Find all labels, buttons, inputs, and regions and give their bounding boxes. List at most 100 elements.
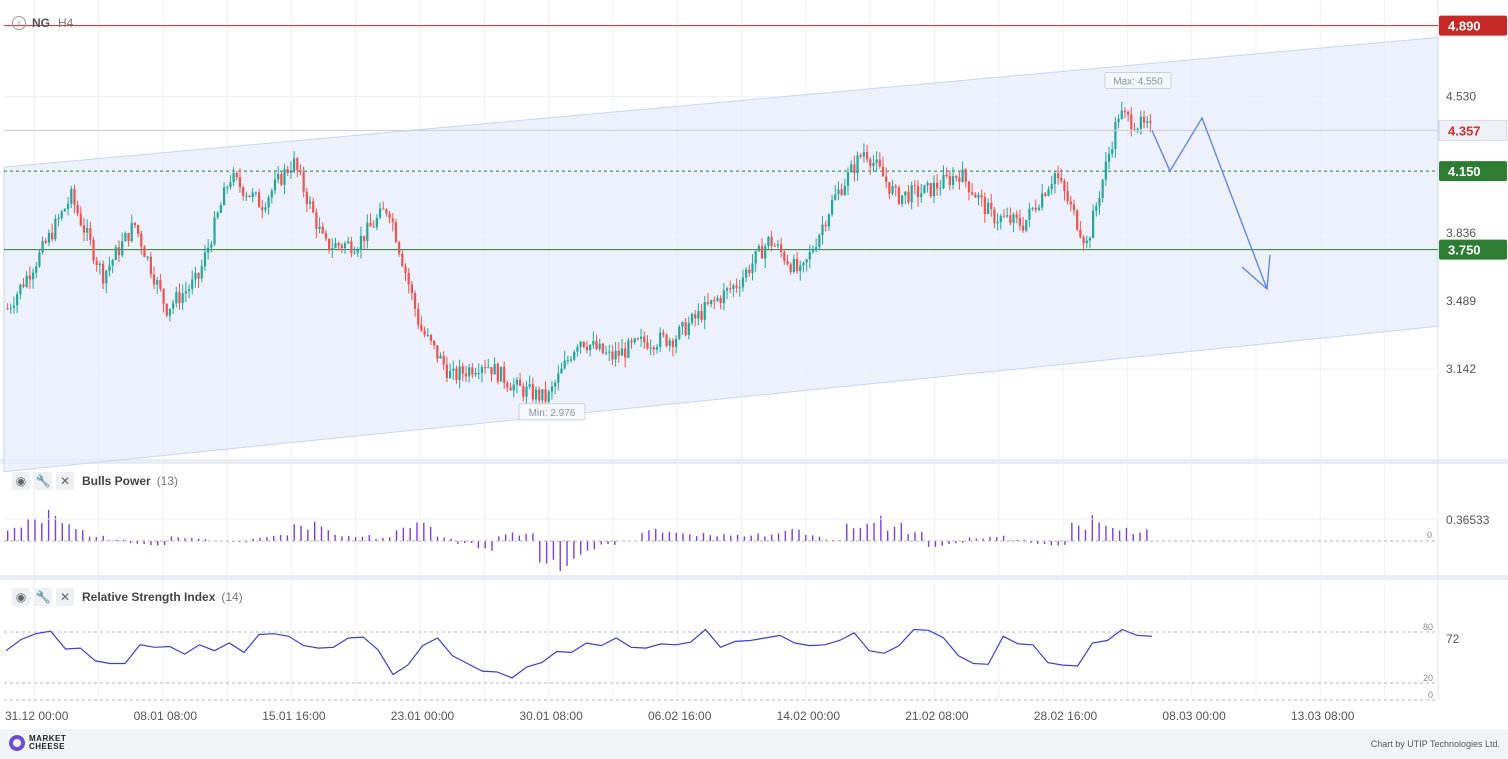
candle[interactable] [162, 288, 165, 313]
candle[interactable] [191, 270, 194, 295]
candle[interactable] [89, 221, 92, 246]
candle[interactable] [480, 364, 484, 383]
candle[interactable] [1076, 209, 1079, 232]
candle[interactable] [238, 168, 242, 193]
candle[interactable] [439, 352, 442, 359]
candle[interactable] [846, 167, 850, 196]
candle[interactable] [1025, 219, 1028, 233]
candle[interactable] [996, 213, 999, 231]
candle[interactable] [595, 334, 598, 351]
candle[interactable] [780, 237, 783, 258]
candle[interactable] [1079, 220, 1082, 239]
candle[interactable] [843, 178, 846, 197]
candle[interactable] [429, 333, 433, 346]
candle[interactable] [420, 316, 423, 332]
candle[interactable] [703, 295, 706, 330]
candle[interactable] [550, 380, 554, 400]
eye-icon[interactable]: ◉ [12, 472, 30, 490]
candle[interactable] [598, 338, 601, 352]
candle[interactable] [932, 175, 936, 204]
candle[interactable] [560, 362, 563, 374]
candle[interactable] [280, 171, 283, 187]
candle[interactable] [802, 261, 805, 273]
candle[interactable] [159, 273, 162, 292]
candle[interactable] [792, 254, 795, 274]
candle[interactable] [767, 235, 770, 250]
candle[interactable] [487, 358, 490, 369]
candle[interactable] [1063, 178, 1066, 201]
candle[interactable] [805, 258, 808, 272]
candle[interactable] [1117, 114, 1120, 129]
candle[interactable] [219, 202, 222, 214]
candle[interactable] [528, 375, 531, 389]
candle[interactable] [235, 171, 238, 181]
candle[interactable] [1114, 116, 1117, 158]
candle[interactable] [38, 249, 41, 268]
candle[interactable] [869, 156, 872, 175]
candle[interactable] [385, 208, 388, 217]
candle[interactable] [875, 151, 878, 172]
candle[interactable] [859, 152, 862, 159]
candle[interactable] [678, 324, 681, 341]
candle[interactable] [114, 244, 117, 261]
candle[interactable] [518, 372, 522, 387]
candle[interactable] [811, 245, 815, 255]
candle[interactable] [961, 161, 964, 183]
candle[interactable] [343, 241, 347, 254]
candle[interactable] [850, 160, 853, 173]
candle[interactable] [92, 236, 95, 265]
candle[interactable] [942, 165, 945, 190]
candle[interactable] [382, 201, 385, 210]
candle[interactable] [66, 197, 70, 216]
candle[interactable] [1060, 168, 1063, 184]
candle[interactable] [407, 268, 410, 294]
candle[interactable] [168, 308, 172, 322]
candle[interactable] [79, 206, 82, 227]
candle[interactable] [442, 351, 445, 370]
candle[interactable] [210, 240, 213, 253]
candle[interactable] [426, 328, 429, 338]
candle[interactable] [31, 268, 35, 289]
candle[interactable] [413, 290, 417, 317]
candle[interactable] [639, 328, 643, 347]
candle[interactable] [331, 238, 334, 259]
candle[interactable] [668, 337, 671, 352]
candle[interactable] [1107, 146, 1111, 170]
candle[interactable] [146, 255, 149, 261]
candle[interactable] [620, 338, 624, 356]
candle[interactable] [888, 182, 891, 200]
candle[interactable] [452, 360, 455, 380]
timeframe-label[interactable]: H4 [58, 16, 74, 30]
candle[interactable] [541, 389, 544, 404]
candle[interactable] [885, 167, 888, 189]
candle[interactable] [830, 194, 834, 217]
candle[interactable] [458, 359, 461, 389]
candle[interactable] [417, 302, 420, 330]
candle[interactable] [108, 256, 111, 277]
candle[interactable] [1009, 207, 1012, 226]
candle[interactable] [1018, 209, 1022, 231]
candle[interactable] [910, 181, 913, 210]
candle[interactable] [697, 303, 700, 326]
candle[interactable] [913, 180, 916, 195]
candle[interactable] [305, 187, 308, 213]
candle[interactable] [404, 263, 407, 282]
candle[interactable] [203, 244, 207, 272]
candle[interactable] [563, 350, 566, 370]
candle[interactable] [363, 235, 366, 250]
candle[interactable] [684, 317, 687, 337]
candle[interactable] [1123, 107, 1127, 119]
candle[interactable] [1006, 207, 1009, 218]
candle[interactable] [1072, 199, 1076, 216]
candle[interactable] [716, 295, 719, 303]
candle[interactable] [827, 213, 831, 231]
candle[interactable] [891, 179, 894, 196]
candle[interactable] [98, 261, 102, 275]
candle[interactable] [1146, 115, 1149, 129]
candle[interactable] [468, 363, 471, 383]
candle[interactable] [248, 195, 251, 198]
candle[interactable] [1098, 190, 1101, 215]
candle[interactable] [1069, 195, 1072, 212]
candle[interactable] [1050, 175, 1053, 195]
